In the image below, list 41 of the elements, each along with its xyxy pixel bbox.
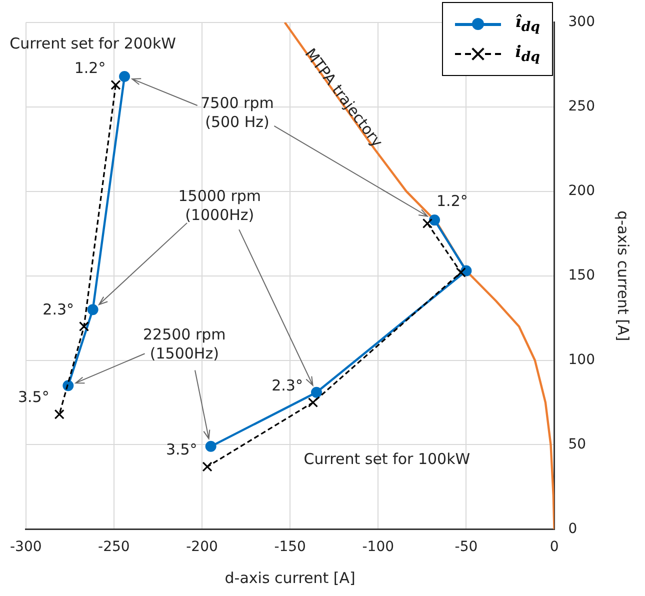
legend-label: i$_{dq}$ [515,42,540,66]
x-tick-label: -100 [362,539,394,556]
annotation: 22500 rpm (1500Hz) [143,325,226,362]
point [456,267,466,278]
point [205,440,216,452]
annotation: 15000 rpm (1000Hz) [178,186,262,224]
point [87,304,98,316]
y-tick-label: 250 [568,98,596,115]
point [422,218,433,228]
annotation: 3.5° [166,440,198,459]
y-axis-title: q-axis current [A] [614,210,632,342]
annotation: 1.2° [436,192,468,210]
annotation: Current set for 200kW [10,34,176,52]
annotation: 2.3° [42,300,74,318]
point [311,386,322,398]
x-tick-label: -50 [454,539,478,556]
annotation: 1.2° [74,58,106,77]
y-tick-label: 100 [568,352,596,368]
point [429,214,440,226]
annotation: 3.5° [18,388,50,406]
x-tick-label: -250 [98,539,130,556]
legend-label: î$_{dq}$ [515,12,540,36]
y-tick-label: 50 [568,436,586,452]
x-tick-label: -300 [10,539,42,556]
x-tick-label: -200 [186,539,218,556]
x-tick-label: 0 [550,539,559,556]
x-tick-label: -150 [274,539,306,556]
point [110,80,121,90]
point [202,462,212,472]
y-tick-label: 150 [568,267,596,284]
point [54,409,64,420]
y-tick-label: 200 [568,182,596,199]
point [119,70,130,82]
y-tick-label: 0 [568,520,578,537]
point [308,397,318,408]
x-axis-title: d-axis current [A] [224,568,356,587]
point [78,321,90,332]
annotation: 7500 rpm (500 Hz) [200,94,274,132]
annotation: 2.3° [272,376,303,394]
annotation: Current set for 100kW [304,450,470,468]
y-tick-label: 300 [568,14,596,30]
